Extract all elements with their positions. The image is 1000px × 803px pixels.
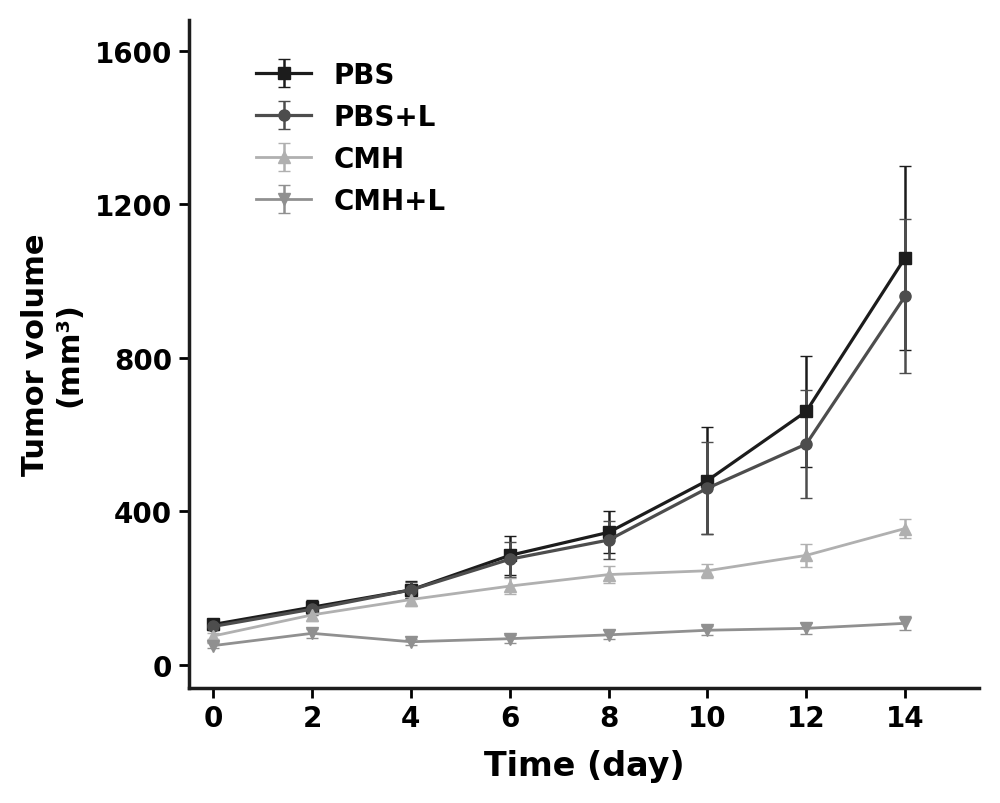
X-axis label: Time (day): Time (day)	[484, 749, 684, 782]
Y-axis label: Tumor volume
(mm³): Tumor volume (mm³)	[21, 234, 83, 475]
Legend: PBS, PBS+L, CMH, CMH+L: PBS, PBS+L, CMH, CMH+L	[242, 48, 460, 229]
